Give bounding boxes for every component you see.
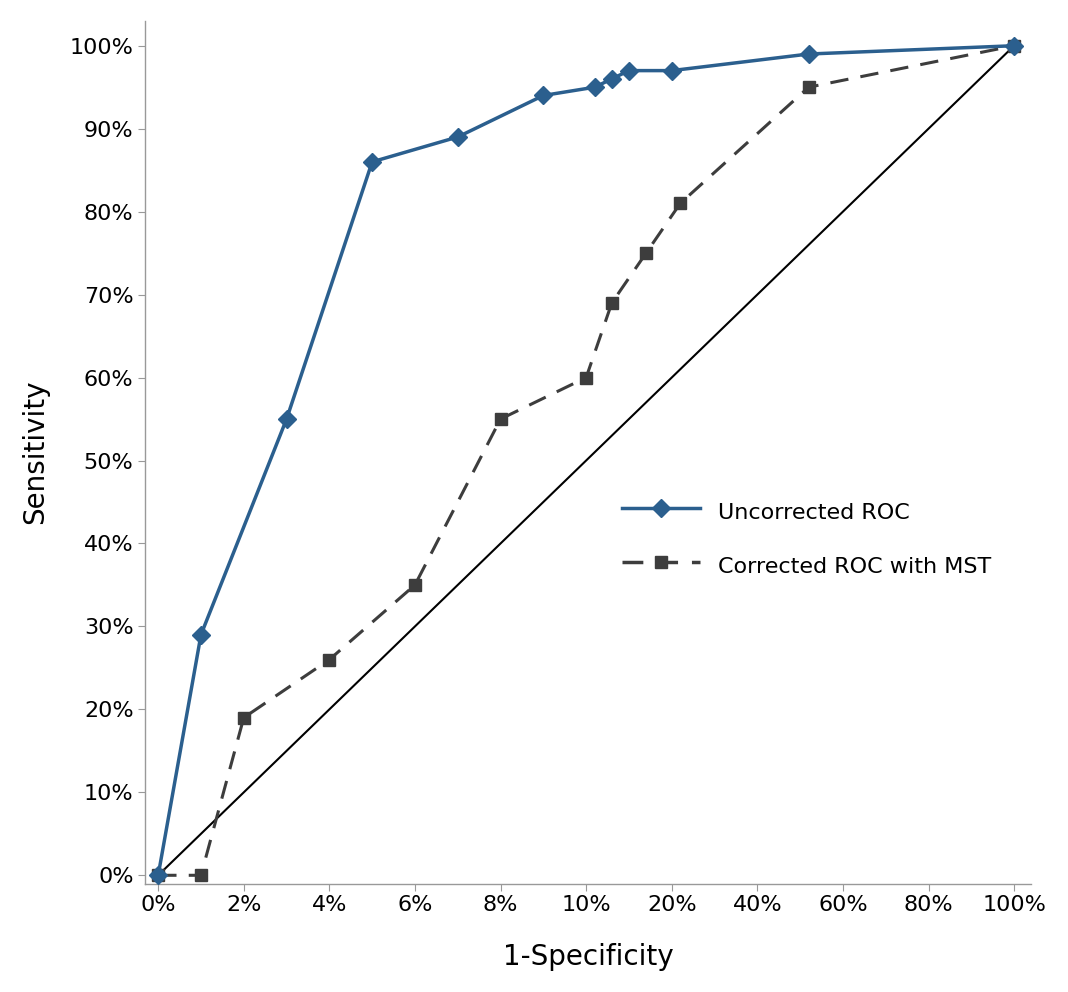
Corrected ROC with MST <box>580 372 593 384</box>
Line: Corrected ROC with MST: Corrected ROC with MST <box>153 40 1020 881</box>
Line: Uncorrected ROC: Uncorrected ROC <box>152 40 1020 882</box>
Y-axis label: Sensitivity: Sensitivity <box>21 380 49 525</box>
Corrected ROC with MST <box>640 247 653 259</box>
Uncorrected ROC <box>665 64 678 76</box>
Legend: Uncorrected ROC, Corrected ROC with MST: Uncorrected ROC, Corrected ROC with MST <box>611 487 1003 590</box>
Corrected ROC with MST <box>1008 40 1021 52</box>
Corrected ROC with MST <box>494 413 507 425</box>
Uncorrected ROC <box>452 131 465 143</box>
Uncorrected ROC <box>152 869 164 881</box>
Corrected ROC with MST <box>237 711 250 723</box>
X-axis label: 1-Specificity: 1-Specificity <box>503 943 674 971</box>
Uncorrected ROC <box>623 64 635 76</box>
Corrected ROC with MST <box>606 297 618 309</box>
Corrected ROC with MST <box>409 579 422 591</box>
Uncorrected ROC <box>588 81 601 93</box>
Corrected ROC with MST <box>323 654 335 666</box>
Corrected ROC with MST <box>194 869 207 881</box>
Uncorrected ROC <box>194 629 207 641</box>
Corrected ROC with MST <box>802 81 815 93</box>
Uncorrected ROC <box>537 89 550 101</box>
Uncorrected ROC <box>280 413 293 425</box>
Uncorrected ROC <box>802 48 815 60</box>
Corrected ROC with MST <box>674 197 687 209</box>
Uncorrected ROC <box>1008 40 1021 52</box>
Corrected ROC with MST <box>152 869 164 881</box>
Uncorrected ROC <box>365 156 378 168</box>
Uncorrected ROC <box>606 73 618 85</box>
